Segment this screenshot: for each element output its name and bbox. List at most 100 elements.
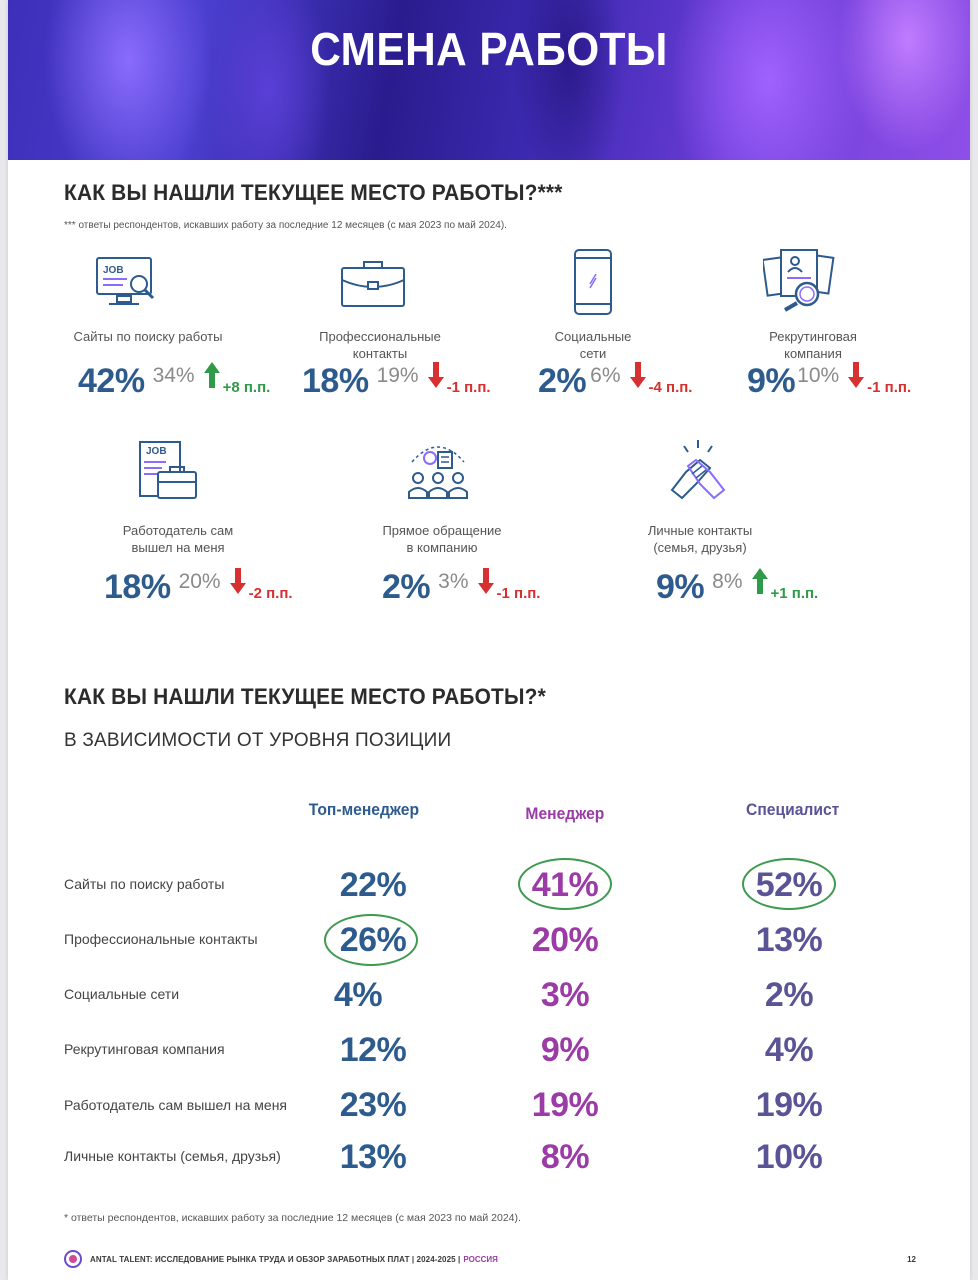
change-value: -2 п.п.	[248, 585, 293, 602]
row-label: Социальные сети	[64, 986, 180, 1002]
arrow-down-icon	[427, 362, 444, 388]
highlight-ring	[742, 858, 836, 910]
cell-top-manager: 12%	[339, 1031, 407, 1069]
method-label-line2: вышел на меня	[131, 540, 225, 555]
cell-manager: 3%	[540, 976, 590, 1014]
previous-value: 19%	[376, 364, 419, 387]
cell-manager: 20%	[531, 921, 599, 959]
current-value: 18%	[104, 568, 171, 606]
footer-text: ANTAL TALENT: ИССЛЕДОВАНИЕ РЫНКА ТРУДА И…	[90, 1254, 461, 1264]
method-label-line1: Рекрутинговая	[769, 329, 857, 344]
method-label-line1: Личные контакты	[647, 523, 753, 538]
footer-country: РОССИЯ	[463, 1254, 498, 1264]
page-title: СМЕНА РАБОТЫ	[310, 23, 668, 75]
arrow-down-icon	[229, 568, 246, 594]
column-header-top-manager: Топ-менеджер	[308, 800, 420, 819]
cell-top-manager: 23%	[339, 1086, 407, 1124]
change-value: -1 п.п.	[867, 379, 912, 396]
cell-top-manager: 26%	[339, 921, 407, 959]
section2-footnote: * ответы респондентов, искавших работу з…	[64, 1212, 521, 1224]
change-value: -1 п.п.	[496, 585, 541, 602]
report-page: СМЕНА РАБОТЫ КАК ВЫ НАШЛИ ТЕКУЩЕЕ МЕСТО …	[8, 0, 970, 1280]
method-label-line1: Социальные	[554, 329, 632, 344]
method-label: Сайты по поиску работы	[73, 329, 223, 344]
method-card-social-networks: Социальные сети 2% 6% -4 п.п.	[508, 249, 692, 410]
previous-value: 6%	[590, 364, 621, 387]
method-stat: 18% 20% -2 п.п.	[104, 568, 293, 607]
method-label-line2: сети	[579, 346, 607, 361]
cell-specialist: 10%	[755, 1138, 823, 1176]
job-offer-briefcase-icon: JOB	[139, 441, 197, 499]
cell-top-manager: 4%	[333, 976, 383, 1014]
method-label-line1: Работодатель сам	[122, 523, 234, 538]
cell-manager: 8%	[540, 1138, 590, 1176]
current-value: 42%	[78, 362, 145, 400]
method-stat: 2% 3% -1 п.п.	[382, 568, 540, 607]
highlight-ring	[518, 858, 612, 910]
method-card-recruiting-company: Рекрутинговая компания 9% 10% -1 п.п.	[713, 249, 913, 410]
method-stat: 18% 19% -1 п.п.	[302, 362, 491, 401]
resume-magnifier-icon	[763, 249, 835, 312]
current-value: 18%	[302, 362, 369, 400]
previous-value: 34%	[152, 364, 195, 387]
page-footer: ANTAL TALENT: ИССЛЕДОВАНИЕ РЫНКА ТРУДА И…	[64, 1246, 924, 1272]
change-value: -1 п.п.	[446, 379, 491, 396]
method-card-personal-contacts: Личные контакты (семья, друзья) 9% 8% +1…	[600, 438, 818, 608]
team-idea-icon	[408, 446, 468, 499]
section1-note: *** ответы респондентов, искавших работу…	[64, 220, 507, 231]
method-label-line1: Прямое обращение	[382, 523, 502, 538]
cell-manager: 19%	[531, 1086, 599, 1124]
change-value: -4 п.п.	[648, 379, 693, 396]
change-value: +1 п.п.	[770, 585, 819, 602]
method-label-line2: в компанию	[406, 540, 478, 555]
current-value: 2%	[538, 362, 587, 400]
method-card-job-sites: JOB Сайты по поиску работы 42% 34% +8 п.…	[48, 250, 270, 410]
cell-specialist: 2%	[764, 976, 814, 1014]
method-label-line2: компания	[784, 346, 842, 361]
method-label-line1: Профессиональные	[319, 329, 441, 344]
row-label: Работодатель сам вышел на меня	[64, 1097, 288, 1113]
current-value: 9%	[656, 568, 705, 606]
handshake-icon	[670, 440, 726, 500]
row-label: Профессиональные контакты	[64, 931, 258, 947]
method-card-professional-contacts: Профессиональные контакты 18% 19% -1 п.п…	[280, 250, 491, 410]
arrow-down-icon	[848, 362, 865, 388]
arrow-up-icon	[203, 362, 220, 388]
arrow-down-icon	[477, 568, 494, 594]
method-stat: 42% 34% +8 п.п.	[78, 362, 270, 401]
page-number: 12	[907, 1254, 916, 1264]
row-label: Рекрутинговая компания	[64, 1041, 225, 1057]
section2-title: КАК ВЫ НАШЛИ ТЕКУЩЕЕ МЕСТО РАБОТЫ?*	[64, 684, 546, 709]
method-stat: 9% 10% -1 п.п.	[747, 362, 911, 401]
section1-title: КАК ВЫ НАШЛИ ТЕКУЩЕЕ МЕСТО РАБОТЫ?***	[64, 180, 563, 205]
method-card-direct-approach: Прямое обращение в компанию 2% 3% -1 п.п…	[342, 438, 542, 608]
cell-manager: 9%	[540, 1031, 590, 1069]
arrow-up-icon	[751, 568, 768, 594]
row-label: Личные контакты (семья, друзья)	[64, 1148, 281, 1164]
cell-specialist: 52%	[755, 866, 823, 904]
current-value: 9%	[747, 362, 796, 400]
cell-top-manager: 13%	[339, 1138, 407, 1176]
previous-value: 3%	[438, 570, 469, 593]
previous-value: 20%	[178, 570, 221, 593]
method-stat: 9% 8% +1 п.п.	[656, 568, 818, 607]
method-stat: 2% 6% -4 п.п.	[538, 362, 692, 401]
previous-value: 8%	[712, 570, 743, 593]
header-banner: СМЕНА РАБОТЫ	[8, 0, 970, 160]
cell-specialist: 13%	[755, 921, 823, 959]
cell-specialist: 19%	[755, 1086, 823, 1124]
highlight-ring	[324, 914, 418, 966]
column-header-specialist: Специалист	[746, 800, 840, 819]
row-label: Сайты по поиску работы	[64, 876, 225, 892]
svg-text:JOB: JOB	[146, 446, 167, 457]
cell-specialist: 4%	[764, 1031, 814, 1069]
svg-text:JOB: JOB	[103, 265, 124, 276]
antal-logo-icon	[64, 1250, 82, 1268]
method-card-employer-approached: JOB Работодатель сам вышел на меня 18% 2…	[78, 438, 293, 608]
cell-manager: 41%	[531, 866, 599, 904]
current-value: 2%	[382, 568, 431, 606]
cell-top-manager: 22%	[339, 866, 407, 904]
section2-subtitle: В ЗАВИСИМОСТИ ОТ УРОВНЯ ПОЗИЦИИ	[64, 730, 452, 751]
column-header-manager: Менеджер	[525, 804, 605, 823]
briefcase-icon	[341, 261, 405, 307]
